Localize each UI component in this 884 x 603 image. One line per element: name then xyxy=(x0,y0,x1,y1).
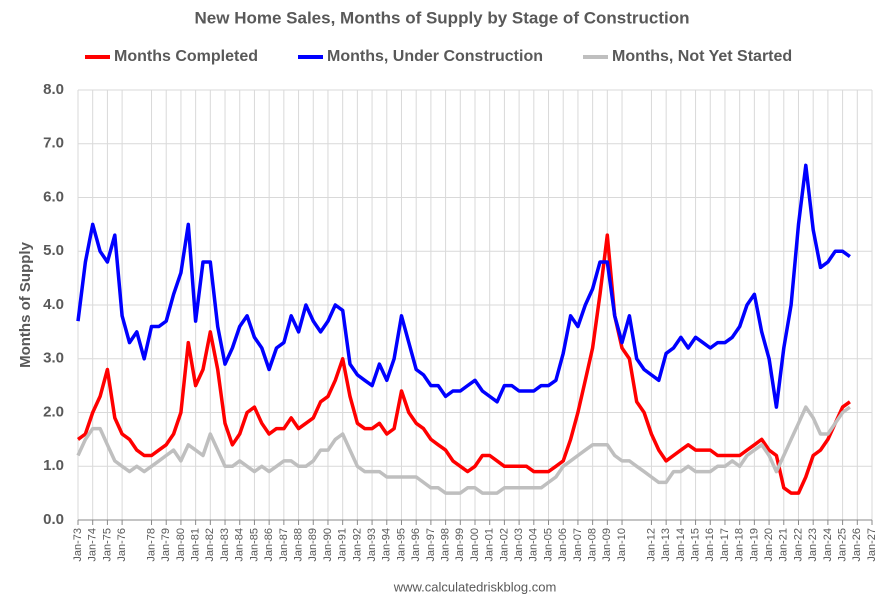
x-tick-label: Jan-93 xyxy=(366,528,378,562)
x-tick-label: Jan-79 xyxy=(160,528,172,562)
y-tick-label: 5.0 xyxy=(43,242,64,259)
x-tick-label: Jan-15 xyxy=(689,528,701,562)
x-tick-label: Jan-04 xyxy=(528,528,540,562)
x-tick-label: Jan-06 xyxy=(557,528,569,562)
y-tick-label: 7.0 xyxy=(43,135,64,152)
y-tick-label: 2.0 xyxy=(43,403,64,420)
x-tick-label: Jan-00 xyxy=(469,528,481,562)
series-line xyxy=(76,163,851,409)
x-tick-label: Jan-17 xyxy=(719,528,731,562)
x-tick-label: Jan-85 xyxy=(248,528,260,562)
x-tick-label: Jan-24 xyxy=(822,528,834,562)
x-tick-label: Jan-05 xyxy=(542,528,554,562)
x-tick-label: Jan-09 xyxy=(601,528,613,562)
x-tick-label: Jan-81 xyxy=(190,528,202,562)
x-tick-label: Jan-83 xyxy=(219,528,231,562)
x-tick-label: Jan-98 xyxy=(439,528,451,562)
x-tick-label: Jan-16 xyxy=(704,528,716,562)
y-tick-label: 0.0 xyxy=(43,511,64,528)
x-tick-label: Jan-20 xyxy=(763,528,775,562)
source-note: www.calculatedriskblog.com xyxy=(393,579,557,594)
series-line xyxy=(76,405,851,495)
x-tick-label: Jan-03 xyxy=(513,528,525,562)
y-tick-label: 3.0 xyxy=(43,350,64,367)
x-tick-label: Jan-97 xyxy=(425,528,437,562)
x-tick-label: Jan-73 xyxy=(72,528,84,562)
x-tick-label: Jan-75 xyxy=(101,528,113,562)
x-tick-label: Jan-80 xyxy=(175,528,187,562)
x-tick-label: Jan-86 xyxy=(263,528,275,562)
chart-title: New Home Sales, Months of Supply by Stag… xyxy=(195,8,690,27)
x-tick-label: Jan-88 xyxy=(292,528,304,562)
x-tick-label: Jan-19 xyxy=(748,528,760,562)
x-tick-label: Jan-84 xyxy=(234,528,246,562)
x-tick-label: Jan-25 xyxy=(836,528,848,562)
x-tick-label: Jan-95 xyxy=(395,528,407,562)
legend-label: Months, Under Construction xyxy=(327,48,543,65)
x-tick-label: Jan-91 xyxy=(337,528,349,562)
x-tick-label: Jan-22 xyxy=(792,528,804,562)
x-tick-label: Jan-82 xyxy=(204,528,216,562)
x-tick-label: Jan-02 xyxy=(498,528,510,562)
x-tick-label: Jan-26 xyxy=(851,528,863,562)
y-tick-label: 8.0 xyxy=(43,81,64,98)
y-axis-label: Months of Supply xyxy=(17,241,34,367)
legend-label: Months Completed xyxy=(114,48,258,65)
x-tick-label: Jan-18 xyxy=(734,528,746,562)
y-tick-label: 1.0 xyxy=(43,457,64,474)
x-tick-label: Jan-13 xyxy=(660,528,672,562)
legend-label: Months, Not Yet Started xyxy=(612,48,792,65)
x-tick-label: Jan-76 xyxy=(116,528,128,562)
x-tick-label: Jan-27 xyxy=(866,528,878,562)
x-tick-label: Jan-08 xyxy=(587,528,599,562)
x-tick-label: Jan-12 xyxy=(645,528,657,562)
x-tick-label: Jan-14 xyxy=(675,528,687,562)
x-tick-label: Jan-99 xyxy=(454,528,466,562)
x-tick-label: Jan-07 xyxy=(572,528,584,562)
x-tick-label: Jan-87 xyxy=(278,528,290,562)
x-tick-label: Jan-90 xyxy=(322,528,334,562)
x-tick-label: Jan-74 xyxy=(87,528,99,562)
y-tick-label: 4.0 xyxy=(43,296,64,313)
x-tick-label: Jan-89 xyxy=(307,528,319,562)
y-tick-label: 6.0 xyxy=(43,188,64,205)
x-tick-label: Jan-92 xyxy=(351,528,363,562)
series-line xyxy=(76,233,851,495)
x-tick-label: Jan-01 xyxy=(484,528,496,562)
x-tick-label: Jan-94 xyxy=(381,528,393,562)
x-tick-label: Jan-96 xyxy=(410,528,422,562)
x-tick-label: Jan-10 xyxy=(616,528,628,562)
x-tick-label: Jan-23 xyxy=(807,528,819,562)
x-tick-label: Jan-21 xyxy=(778,528,790,562)
x-tick-label: Jan-78 xyxy=(145,528,157,562)
